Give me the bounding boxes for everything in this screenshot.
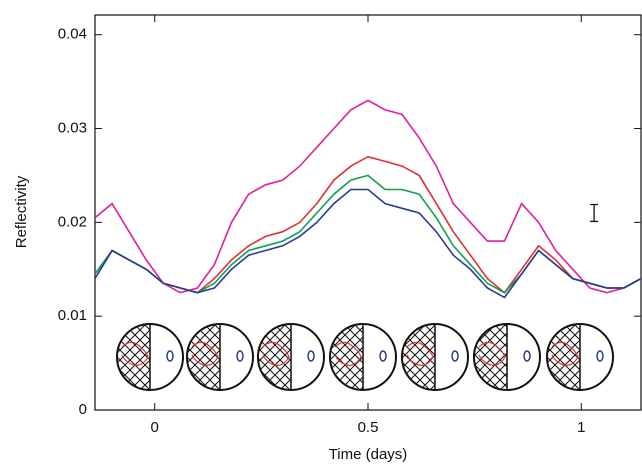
globe-spot bbox=[236, 350, 244, 362]
y-tick-label: 0.04 bbox=[58, 26, 87, 43]
globe-night bbox=[117, 324, 150, 390]
x-axis-label: Time (days) bbox=[329, 446, 408, 463]
x-tick-label: 0.5 bbox=[358, 419, 379, 436]
globe-outline bbox=[329, 323, 397, 391]
globe-outline bbox=[186, 323, 254, 391]
globe-land bbox=[478, 341, 506, 366]
globe-land bbox=[334, 341, 362, 366]
globe-outline bbox=[116, 323, 184, 391]
globe-night bbox=[330, 324, 363, 390]
globe-land bbox=[551, 341, 579, 366]
x-tick-label: 0 bbox=[151, 419, 159, 436]
y-axis-label: Reflectivity bbox=[13, 175, 30, 248]
series-line bbox=[95, 188, 641, 299]
y-tick-label: 0.03 bbox=[58, 119, 87, 136]
series-line bbox=[95, 155, 641, 294]
globe-outline bbox=[546, 323, 614, 391]
globe-land bbox=[406, 341, 434, 366]
error-bar bbox=[590, 203, 599, 223]
series-line bbox=[95, 174, 641, 294]
globe-spot bbox=[166, 350, 174, 362]
globe-spot bbox=[379, 350, 387, 362]
globe-outline bbox=[257, 323, 325, 391]
series-line bbox=[95, 99, 641, 294]
x-tick-label: 1 bbox=[577, 419, 585, 436]
globe-night bbox=[187, 324, 220, 390]
globe-night bbox=[402, 324, 435, 390]
globe-spot bbox=[307, 350, 315, 362]
globe-spot bbox=[523, 350, 531, 362]
globe-night bbox=[474, 324, 507, 390]
globe-land bbox=[262, 341, 290, 366]
globe-insets bbox=[116, 323, 614, 391]
y-tick-label: 0 bbox=[79, 401, 87, 418]
globe-night bbox=[258, 324, 291, 390]
y-tick-label: 0.01 bbox=[58, 307, 87, 324]
globe-spot bbox=[451, 350, 459, 362]
globe-night bbox=[547, 324, 580, 390]
y-tick-label: 0.02 bbox=[58, 213, 87, 230]
globe-spot bbox=[596, 350, 604, 362]
globe-outline bbox=[401, 323, 469, 391]
globe-outline bbox=[473, 323, 541, 391]
globe-land bbox=[191, 341, 219, 366]
globe-land bbox=[121, 341, 149, 366]
